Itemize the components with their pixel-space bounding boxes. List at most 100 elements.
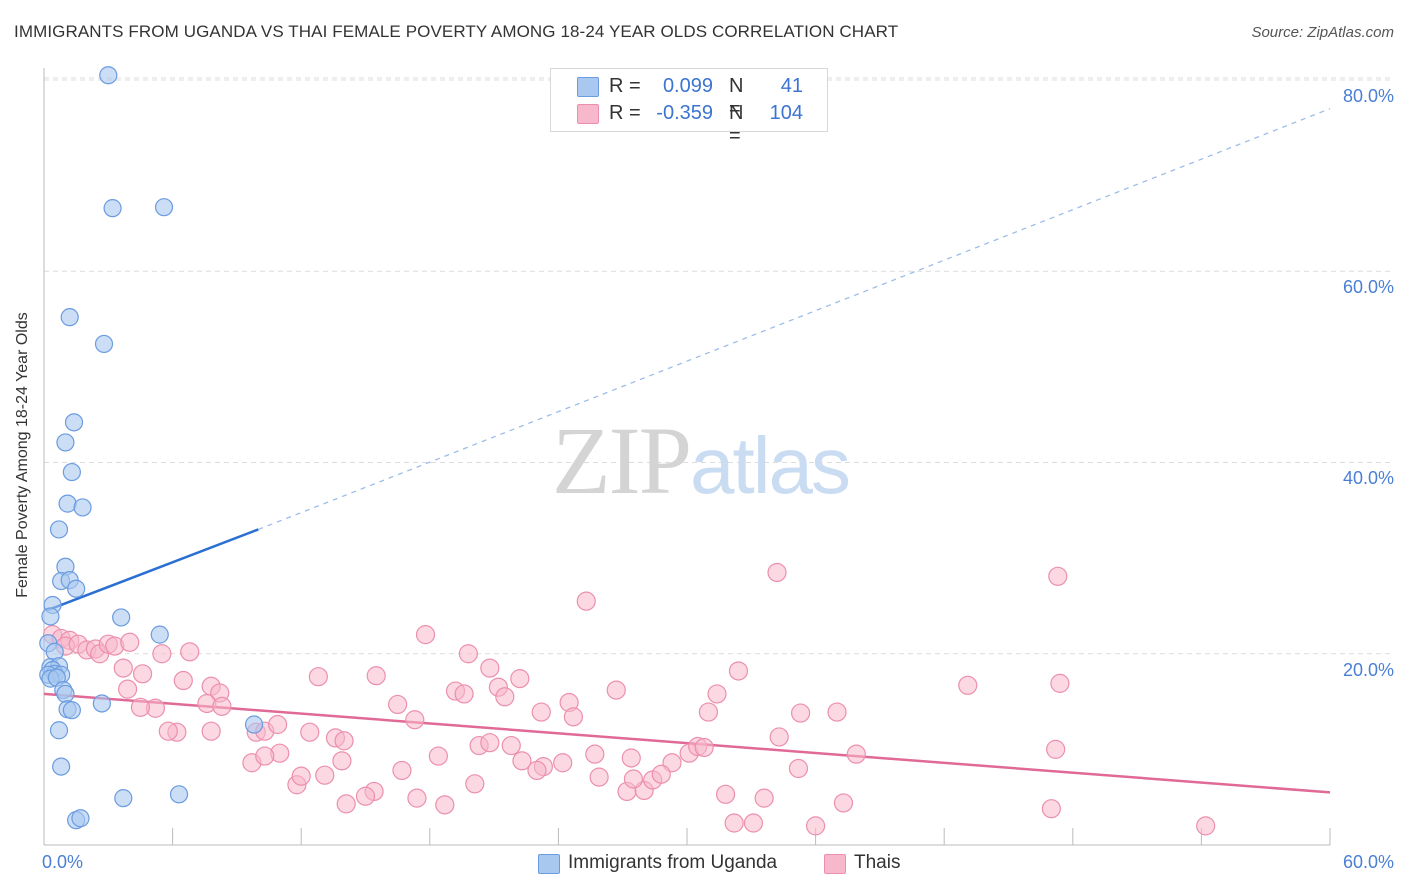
thai-point bbox=[392, 760, 412, 781]
thai-point bbox=[465, 774, 485, 794]
thai-point bbox=[366, 666, 386, 686]
thai-point bbox=[407, 788, 427, 808]
thai-point bbox=[336, 794, 356, 814]
thai-point bbox=[334, 731, 354, 751]
legend-n-value: 104 bbox=[769, 102, 803, 124]
trend-lines bbox=[43, 108, 1331, 794]
x-tick-label-right: 60.0% bbox=[1342, 852, 1394, 872]
uganda-point bbox=[73, 498, 92, 517]
uganda-trend-line bbox=[45, 528, 259, 612]
y-tick-label: 20.0% bbox=[1342, 660, 1394, 680]
y-tick-label: 40.0% bbox=[1342, 468, 1394, 488]
thai-point bbox=[458, 644, 478, 664]
bottom-legend-uganda-label: Immigrants from Uganda bbox=[568, 852, 778, 873]
thai-point bbox=[212, 696, 232, 716]
thai-point bbox=[769, 727, 789, 747]
uganda-point bbox=[244, 715, 264, 734]
thai-point bbox=[958, 675, 978, 695]
thai-point bbox=[315, 765, 335, 785]
thai-point bbox=[291, 766, 311, 786]
uganda-swatch bbox=[538, 854, 560, 874]
thai-point bbox=[698, 702, 719, 722]
thai-point bbox=[788, 758, 809, 779]
legend-r-value: -0.359 bbox=[656, 102, 713, 124]
uganda-point bbox=[49, 721, 69, 740]
uganda-points bbox=[39, 66, 264, 830]
uganda-point bbox=[56, 433, 75, 452]
thai-point bbox=[152, 644, 172, 664]
legend-n-label: N = bbox=[729, 102, 744, 147]
thai-point bbox=[300, 722, 320, 742]
legend-n-value: 41 bbox=[780, 75, 803, 97]
uganda-point bbox=[64, 413, 84, 432]
thai-point bbox=[435, 795, 455, 815]
chart-title: IMMIGRANTS FROM UGANDA VS THAI FEMALE PO… bbox=[14, 22, 899, 41]
thai-point bbox=[480, 658, 500, 678]
thai-point bbox=[180, 642, 200, 662]
thai-point bbox=[308, 667, 328, 687]
thai-point bbox=[606, 680, 626, 700]
uganda-point bbox=[94, 334, 114, 354]
uganda-point bbox=[62, 701, 81, 720]
thai-point bbox=[495, 687, 515, 707]
thai-point bbox=[724, 813, 744, 833]
thai-point bbox=[767, 562, 787, 583]
x-tick-label-left: 0.0% bbox=[42, 852, 84, 872]
uganda-point bbox=[114, 789, 133, 808]
legend-r-label: R = bbox=[609, 102, 641, 124]
thai-point bbox=[268, 714, 288, 735]
thai-point bbox=[553, 753, 573, 773]
thai-point bbox=[1046, 739, 1066, 759]
uganda-point bbox=[67, 579, 86, 598]
thai-point bbox=[120, 632, 140, 652]
thai-point bbox=[132, 664, 153, 684]
thai-points bbox=[42, 562, 1216, 836]
thai-point bbox=[805, 816, 826, 836]
source-credit: Source: ZipAtlas.com bbox=[1251, 24, 1394, 41]
thai-point bbox=[501, 735, 521, 756]
thai-point bbox=[512, 751, 532, 771]
legend-r-value: 0.099 bbox=[662, 75, 713, 97]
thai-point bbox=[531, 702, 551, 722]
thai-swatch bbox=[824, 854, 846, 874]
uganda-swatch bbox=[577, 77, 599, 97]
uganda-point bbox=[58, 494, 77, 513]
thai-point bbox=[621, 748, 641, 768]
uganda-point bbox=[41, 607, 60, 626]
thai-point bbox=[846, 744, 866, 764]
uganda-point bbox=[62, 462, 81, 482]
zipatlas-watermark: ZIPatlas bbox=[552, 407, 851, 514]
uganda-point bbox=[154, 198, 174, 217]
thai-point bbox=[651, 764, 671, 784]
thai-point bbox=[117, 679, 138, 699]
thai-point bbox=[743, 813, 764, 833]
thai-point bbox=[827, 702, 847, 722]
thai-point bbox=[130, 697, 151, 717]
thai-point bbox=[158, 721, 178, 741]
thai-point bbox=[428, 746, 448, 766]
uganda-point bbox=[56, 684, 75, 704]
thai-point bbox=[563, 707, 584, 727]
thai-point bbox=[201, 721, 221, 741]
thai-point bbox=[576, 591, 596, 611]
thai-point bbox=[589, 767, 609, 787]
thai-point bbox=[1041, 799, 1061, 819]
thai-point bbox=[355, 786, 376, 806]
y-tick-label: 60.0% bbox=[1342, 277, 1394, 297]
uganda-point bbox=[71, 809, 90, 828]
thai-point bbox=[454, 684, 474, 704]
uganda-point bbox=[49, 520, 69, 539]
uganda-point bbox=[52, 757, 71, 776]
thai-point bbox=[388, 694, 408, 715]
thai-point bbox=[113, 658, 133, 678]
thai-point bbox=[715, 784, 736, 804]
uganda-point bbox=[92, 694, 111, 713]
thai-point bbox=[623, 769, 644, 789]
uganda-point bbox=[60, 308, 79, 327]
thai-point bbox=[1196, 816, 1216, 836]
thai-point bbox=[255, 746, 275, 766]
y-tick-label: 80.0% bbox=[1342, 86, 1394, 106]
correlation-legend: R = 0.099 N = 41 R = -0.359 N = 104 bbox=[550, 68, 828, 147]
thai-point bbox=[480, 733, 500, 753]
